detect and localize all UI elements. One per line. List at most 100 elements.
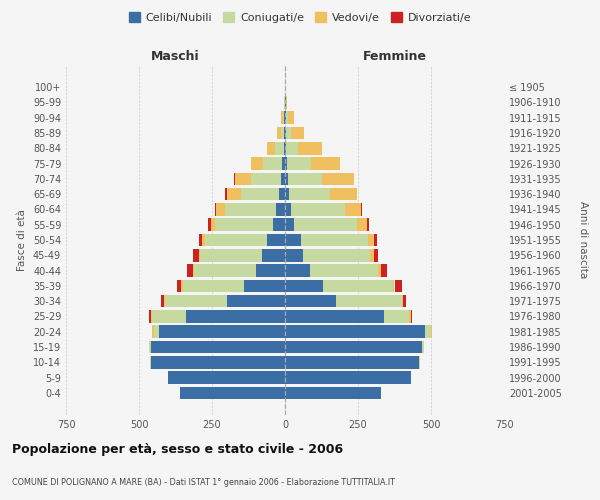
Bar	[151, 340, 285, 353]
Bar	[301, 234, 368, 246]
Bar	[244, 280, 285, 292]
Bar	[382, 264, 387, 277]
Bar	[199, 249, 200, 262]
Bar	[225, 188, 227, 200]
Bar	[251, 172, 281, 185]
Bar	[285, 127, 286, 140]
Bar	[311, 158, 340, 170]
Bar	[291, 127, 304, 140]
Bar	[227, 295, 285, 308]
Bar	[151, 310, 152, 322]
Bar	[285, 326, 425, 338]
Bar	[186, 310, 285, 322]
Bar	[150, 356, 151, 368]
Bar	[298, 142, 322, 154]
Bar	[285, 386, 382, 399]
Bar	[345, 203, 361, 215]
Bar	[262, 249, 285, 262]
Bar	[410, 310, 412, 322]
Bar	[289, 188, 330, 200]
Bar	[217, 203, 225, 215]
Bar	[285, 372, 410, 384]
Bar	[286, 142, 298, 154]
Bar	[322, 172, 353, 185]
Bar	[276, 203, 285, 215]
Bar	[425, 326, 431, 338]
Bar	[409, 310, 410, 322]
Bar	[151, 356, 285, 368]
Bar	[384, 310, 409, 322]
Bar	[152, 310, 186, 322]
Bar	[285, 356, 419, 368]
Bar	[149, 340, 151, 353]
Bar	[193, 264, 194, 277]
Bar	[208, 218, 211, 231]
Legend: Celibi/Nubili, Coniugati/e, Vedovi/e, Divorziati/e: Celibi/Nubili, Coniugati/e, Vedovi/e, Di…	[124, 8, 476, 28]
Bar	[152, 326, 154, 338]
Text: Popolazione per età, sesso e stato civile - 2006: Popolazione per età, sesso e stato civil…	[12, 442, 343, 456]
Bar	[180, 386, 285, 399]
Bar	[285, 112, 286, 124]
Bar	[336, 295, 402, 308]
Bar	[356, 218, 367, 231]
Bar	[393, 280, 395, 292]
Bar	[286, 112, 288, 124]
Bar	[154, 326, 160, 338]
Bar	[161, 295, 164, 308]
Bar	[286, 127, 291, 140]
Bar	[285, 203, 291, 215]
Bar	[285, 295, 336, 308]
Bar	[215, 218, 274, 231]
Bar	[149, 310, 151, 322]
Bar	[282, 158, 285, 170]
Bar	[202, 234, 205, 246]
Bar	[286, 96, 287, 108]
Bar	[283, 112, 284, 124]
Text: Femmine: Femmine	[362, 50, 427, 62]
Bar	[193, 249, 199, 262]
Bar	[302, 249, 370, 262]
Bar	[395, 280, 402, 292]
Text: Maschi: Maschi	[151, 50, 200, 62]
Text: COMUNE DI POLIGNANO A MARE (BA) - Dati ISTAT 1° gennaio 2006 - Elaborazione TUTT: COMUNE DI POLIGNANO A MARE (BA) - Dati I…	[12, 478, 395, 487]
Bar	[285, 172, 288, 185]
Bar	[374, 234, 377, 246]
Bar	[211, 218, 215, 231]
Bar	[199, 234, 202, 246]
Bar	[284, 127, 285, 140]
Bar	[235, 172, 251, 185]
Bar	[374, 249, 379, 262]
Bar	[225, 203, 276, 215]
Bar	[183, 280, 244, 292]
Bar	[268, 142, 275, 154]
Bar	[279, 188, 285, 200]
Bar	[422, 340, 424, 353]
Bar	[241, 188, 279, 200]
Y-axis label: Fasce di età: Fasce di età	[17, 209, 27, 271]
Bar	[274, 218, 285, 231]
Bar	[205, 234, 268, 246]
Bar	[285, 218, 294, 231]
Bar	[285, 158, 287, 170]
Bar	[361, 203, 362, 215]
Bar	[403, 295, 406, 308]
Bar	[187, 264, 193, 277]
Bar	[168, 372, 285, 384]
Bar	[165, 295, 227, 308]
Bar	[402, 295, 403, 308]
Bar	[287, 158, 311, 170]
Y-axis label: Anni di nascita: Anni di nascita	[578, 202, 589, 278]
Bar	[256, 264, 285, 277]
Bar	[285, 188, 289, 200]
Bar	[368, 234, 374, 246]
Bar	[379, 264, 382, 277]
Bar	[285, 142, 286, 154]
Bar	[285, 249, 302, 262]
Bar	[268, 234, 285, 246]
Bar	[323, 280, 393, 292]
Bar	[181, 280, 183, 292]
Bar	[370, 249, 374, 262]
Bar	[285, 234, 301, 246]
Bar	[285, 340, 422, 353]
Bar	[275, 142, 284, 154]
